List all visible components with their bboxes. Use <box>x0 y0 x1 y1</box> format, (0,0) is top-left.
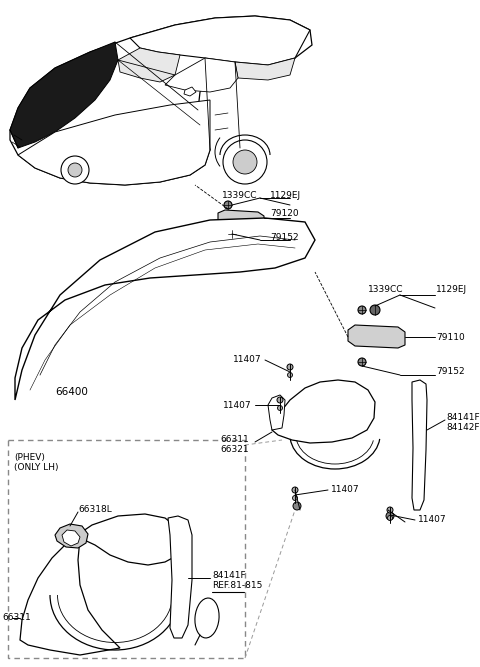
Polygon shape <box>10 42 118 148</box>
Text: 79152: 79152 <box>270 233 299 241</box>
Polygon shape <box>184 87 196 96</box>
Polygon shape <box>55 524 88 548</box>
Text: 1339CC: 1339CC <box>368 285 404 295</box>
Circle shape <box>293 502 301 510</box>
Polygon shape <box>348 325 405 348</box>
Circle shape <box>277 406 283 410</box>
Circle shape <box>387 507 393 513</box>
Circle shape <box>387 516 393 520</box>
Polygon shape <box>412 380 427 510</box>
Text: REF.81-815: REF.81-815 <box>212 582 263 590</box>
Bar <box>8 440 245 658</box>
Circle shape <box>358 306 366 314</box>
Text: 11407: 11407 <box>223 400 252 410</box>
Polygon shape <box>218 210 264 228</box>
Text: (PHEV)
(ONLY LH): (PHEV) (ONLY LH) <box>14 453 59 472</box>
Circle shape <box>61 156 89 184</box>
Text: 11407: 11407 <box>418 516 446 524</box>
Circle shape <box>224 201 232 209</box>
Polygon shape <box>235 58 295 80</box>
Text: 1129EJ: 1129EJ <box>436 285 467 295</box>
Circle shape <box>292 487 298 493</box>
Polygon shape <box>15 218 315 400</box>
Text: 11407: 11407 <box>233 356 262 364</box>
Circle shape <box>233 150 257 174</box>
Text: 79152: 79152 <box>436 368 465 376</box>
Text: 11407: 11407 <box>331 486 360 494</box>
Text: 84141F: 84141F <box>446 414 480 422</box>
Circle shape <box>288 372 292 378</box>
Circle shape <box>277 397 283 403</box>
Circle shape <box>228 230 236 238</box>
Text: 79110: 79110 <box>436 333 465 342</box>
Polygon shape <box>130 16 310 65</box>
Text: 66400: 66400 <box>55 387 88 397</box>
Polygon shape <box>165 58 238 92</box>
Text: 84142F: 84142F <box>446 424 480 432</box>
Text: 84141F: 84141F <box>212 570 246 580</box>
Circle shape <box>292 496 298 500</box>
Circle shape <box>370 305 380 315</box>
Text: 66321: 66321 <box>220 446 249 454</box>
Polygon shape <box>272 380 375 443</box>
Text: 79120: 79120 <box>270 209 299 217</box>
Polygon shape <box>10 16 312 185</box>
Polygon shape <box>62 530 80 546</box>
Text: 66318L: 66318L <box>78 506 112 514</box>
Circle shape <box>358 358 366 366</box>
Circle shape <box>386 512 394 520</box>
Text: 66311: 66311 <box>220 436 249 444</box>
Polygon shape <box>268 395 285 430</box>
Text: 66311: 66311 <box>2 614 31 622</box>
Text: 1129EJ: 1129EJ <box>270 191 301 201</box>
Circle shape <box>287 364 293 370</box>
Circle shape <box>223 140 267 184</box>
Circle shape <box>68 163 82 177</box>
Ellipse shape <box>195 598 219 638</box>
Text: 1339CC: 1339CC <box>222 191 257 201</box>
Polygon shape <box>168 516 192 638</box>
Polygon shape <box>118 48 180 82</box>
Polygon shape <box>18 100 210 185</box>
Polygon shape <box>20 514 182 655</box>
